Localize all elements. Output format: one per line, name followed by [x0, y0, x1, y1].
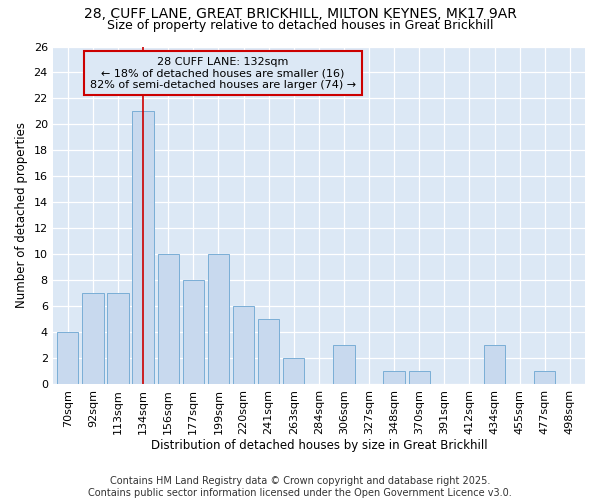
Bar [534, 371, 556, 384]
Text: 28 CUFF LANE: 132sqm
← 18% of detached houses are smaller (16)
82% of semi-detac: 28 CUFF LANE: 132sqm ← 18% of detached h… [90, 56, 356, 90]
Bar [283, 358, 304, 384]
X-axis label: Distribution of detached houses by size in Great Brickhill: Distribution of detached houses by size … [151, 440, 487, 452]
Bar [258, 319, 279, 384]
Bar [208, 254, 229, 384]
Bar [158, 254, 179, 384]
Bar [409, 371, 430, 384]
Bar [82, 293, 104, 384]
Bar [383, 371, 405, 384]
Text: Size of property relative to detached houses in Great Brickhill: Size of property relative to detached ho… [107, 18, 493, 32]
Bar [107, 293, 128, 384]
Bar [133, 112, 154, 384]
Text: Contains HM Land Registry data © Crown copyright and database right 2025.
Contai: Contains HM Land Registry data © Crown c… [88, 476, 512, 498]
Bar [182, 280, 204, 384]
Bar [57, 332, 79, 384]
Bar [484, 345, 505, 384]
Bar [233, 306, 254, 384]
Bar [333, 345, 355, 384]
Text: 28, CUFF LANE, GREAT BRICKHILL, MILTON KEYNES, MK17 9AR: 28, CUFF LANE, GREAT BRICKHILL, MILTON K… [83, 8, 517, 22]
Y-axis label: Number of detached properties: Number of detached properties [15, 122, 28, 308]
